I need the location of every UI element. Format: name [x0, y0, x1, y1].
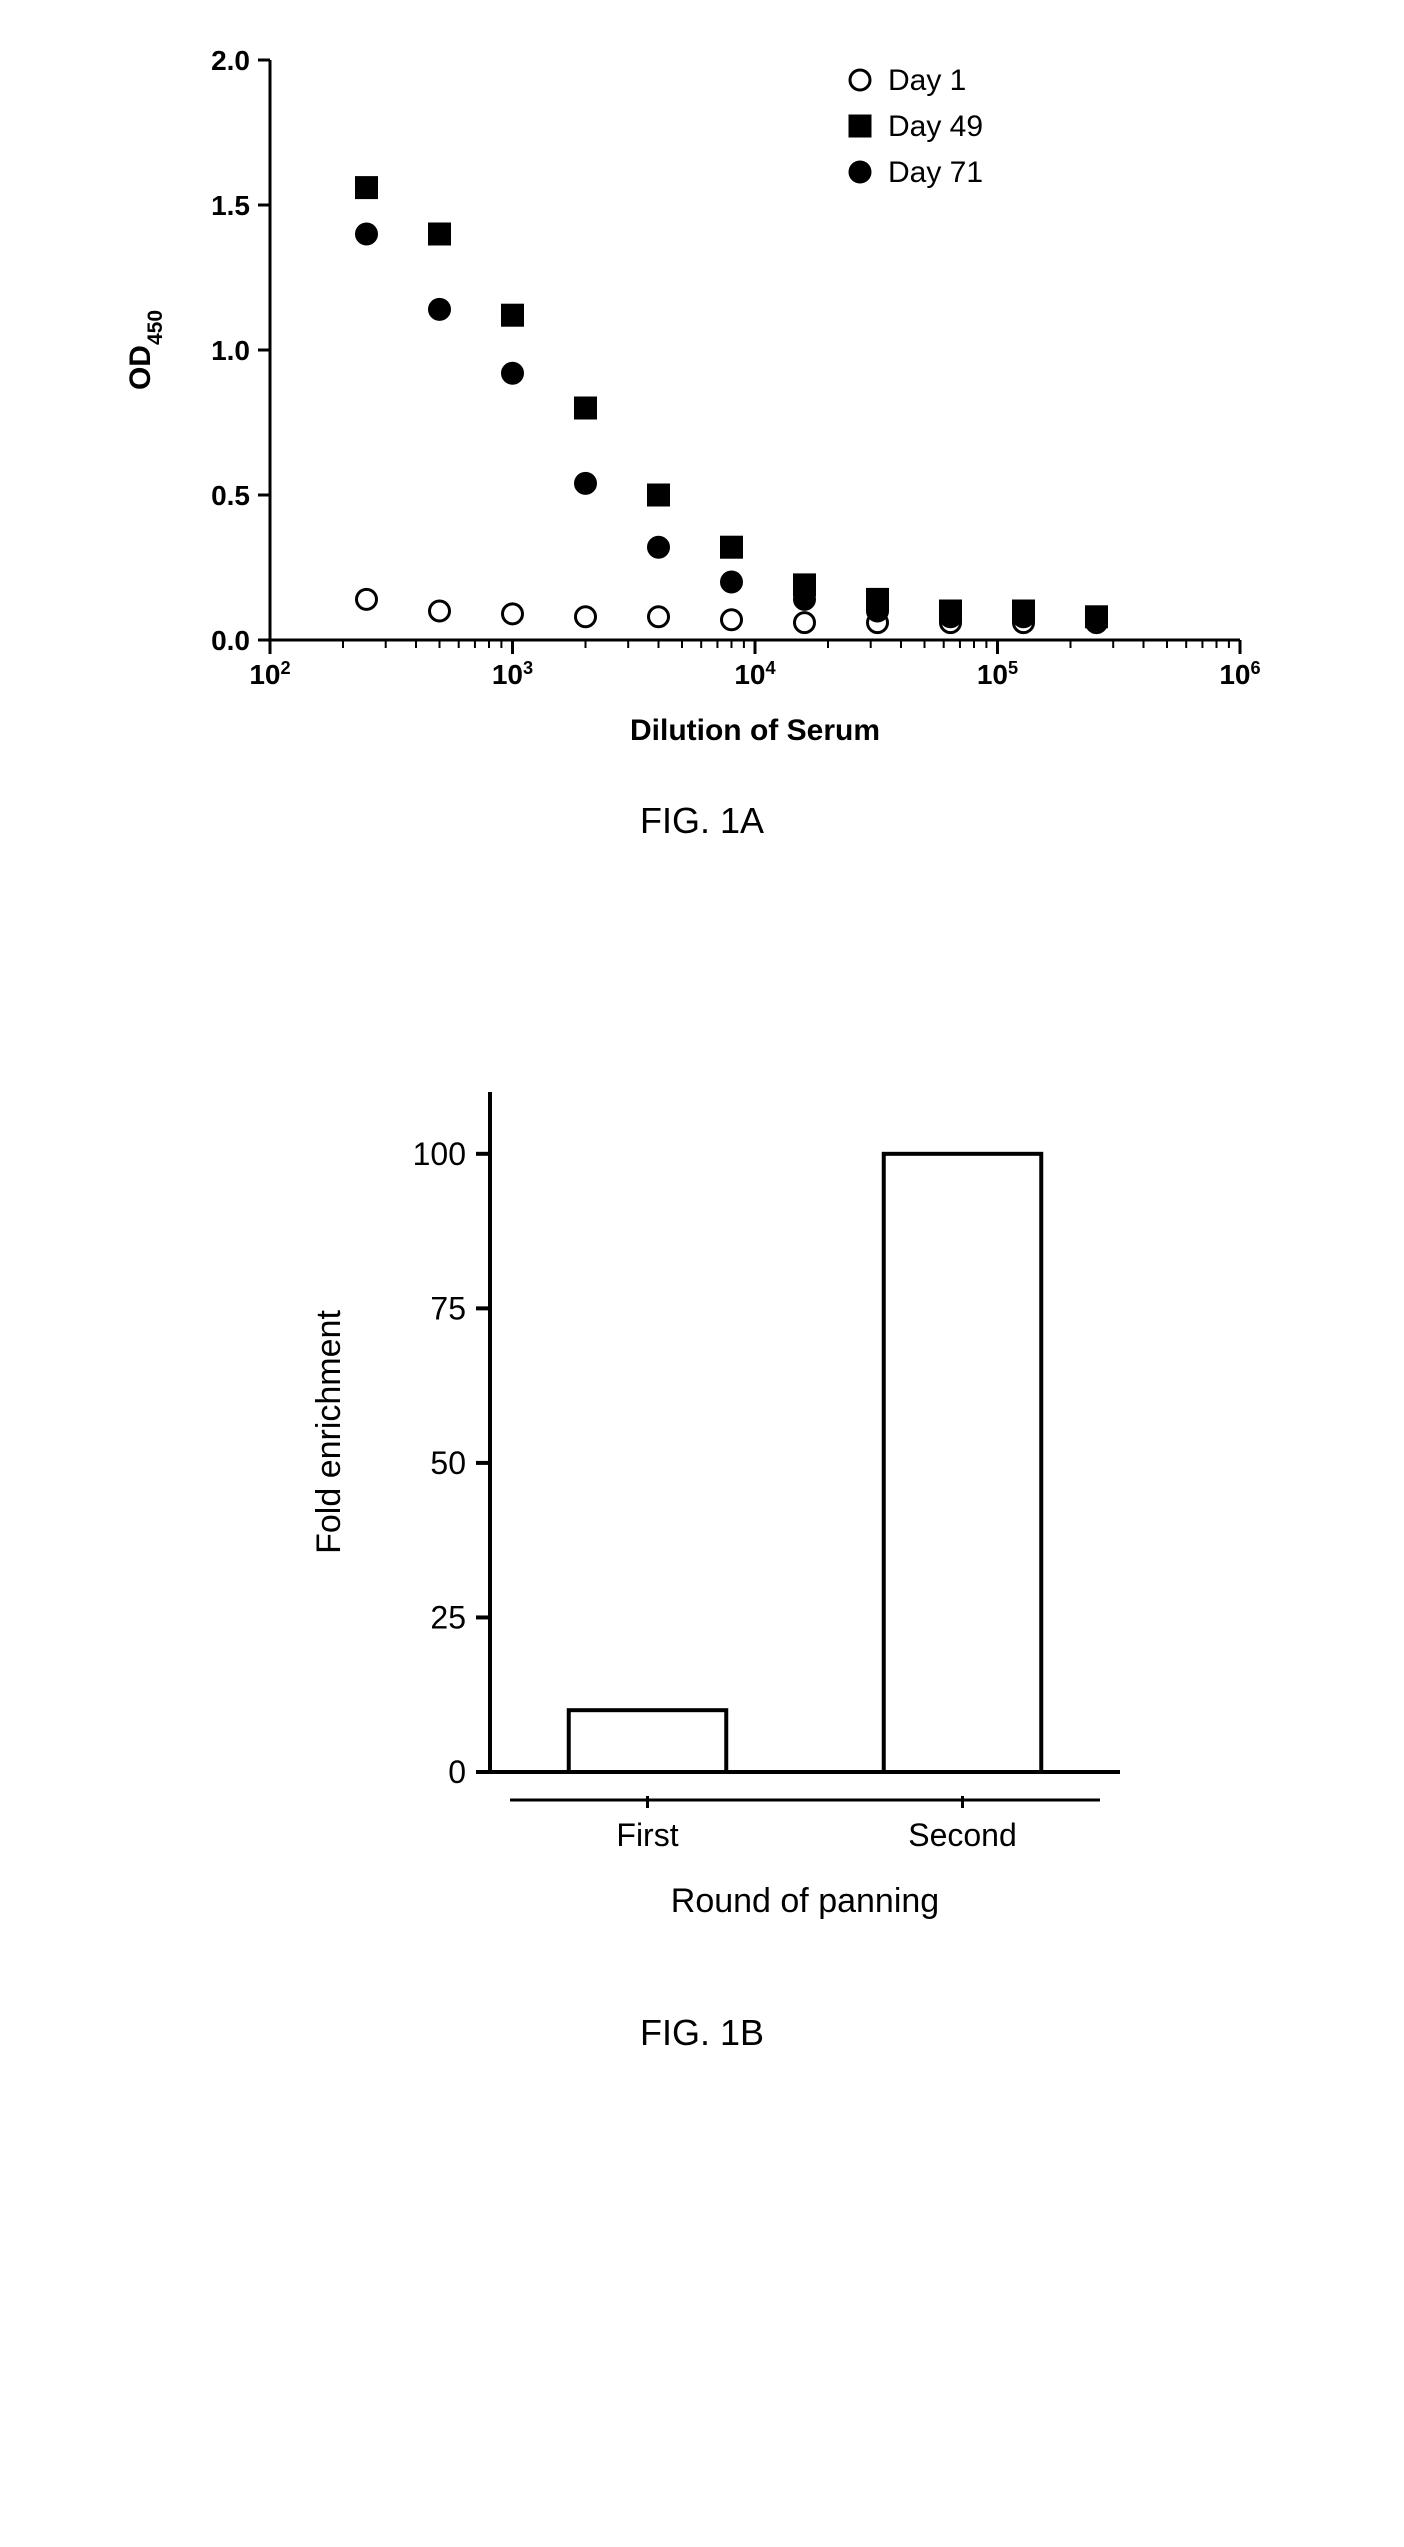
svg-text:0: 0 [448, 1754, 466, 1790]
svg-text:0.0: 0.0 [211, 625, 250, 656]
fig-1a-chart: 0.0 0.5 1.0 1.5 2.0 102 103 104 105 106 OD450 Dilut… [100, 40, 1300, 780]
svg-text:105: 105 [977, 658, 1018, 690]
svg-text:0.5: 0.5 [211, 480, 250, 511]
svg-text:50: 50 [430, 1445, 466, 1481]
svg-text:Day 1: Day 1 [888, 64, 966, 97]
svg-text:102: 102 [249, 658, 290, 690]
svg-text:104: 104 [734, 658, 776, 690]
svg-text:75: 75 [430, 1290, 466, 1326]
fig-1a-caption: FIG. 1A [0, 800, 1404, 842]
svg-text:OD450: OD450 [124, 310, 167, 390]
svg-text:1.5: 1.5 [211, 190, 250, 221]
svg-text:106: 106 [1219, 658, 1260, 690]
svg-text:2.0: 2.0 [211, 45, 250, 76]
page: 0.0 0.5 1.0 1.5 2.0 102 103 104 105 106 OD450 Dilut… [0, 0, 1404, 2054]
fig-1b-container: 0 25 50 75 100 First Second Fold enrichment Roun… [0, 842, 1404, 2054]
svg-text:103: 103 [492, 658, 533, 690]
fig-1b-chart: 0 25 50 75 100 First Second Fold enrichment Roun… [280, 1062, 1180, 1962]
svg-text:First: First [616, 1817, 678, 1853]
svg-text:Fold enrichment: Fold enrichment [310, 1310, 348, 1554]
fig-1a-container: 0.0 0.5 1.0 1.5 2.0 102 103 104 105 106 OD450 Dilut… [0, 0, 1404, 842]
svg-text:1.0: 1.0 [211, 335, 250, 366]
svg-text:100: 100 [413, 1136, 466, 1172]
svg-text:Second: Second [908, 1817, 1017, 1853]
svg-text:Dilution of Serum: Dilution of Serum [630, 714, 880, 747]
svg-text:25: 25 [430, 1599, 466, 1635]
svg-text:Day 71: Day 71 [888, 156, 983, 189]
svg-text:Day 49: Day 49 [888, 110, 983, 143]
fig-1b-caption: FIG. 1B [0, 2012, 1404, 2054]
svg-text:Round of panning: Round of panning [671, 1882, 939, 1920]
